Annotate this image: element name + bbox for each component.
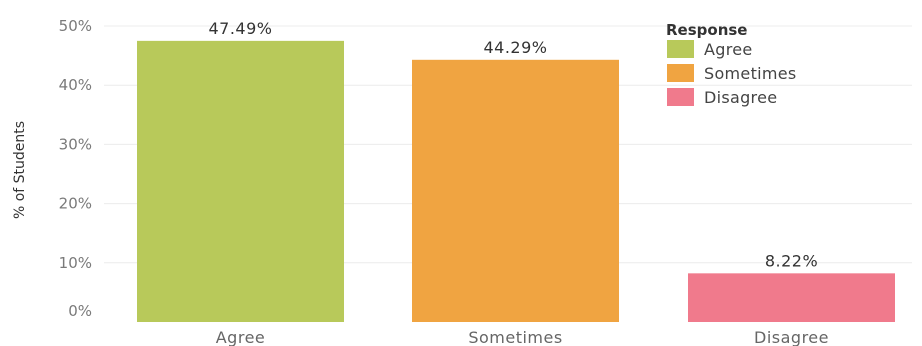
- legend-swatch: [667, 40, 694, 58]
- bar-disagree: [688, 273, 895, 322]
- x-category-label: Agree: [216, 328, 266, 346]
- bars: [137, 40, 895, 323]
- data-label: 44.29%: [483, 38, 547, 57]
- legend-swatch: [667, 88, 694, 106]
- legend-entry: Agree: [704, 40, 753, 59]
- y-tick-label: 20%: [59, 195, 92, 213]
- y-tick-label: 0%: [68, 302, 92, 320]
- data-label: 47.49%: [208, 19, 272, 38]
- data-labels: 47.49% 44.29% 8.22%: [208, 19, 818, 270]
- x-category-label: Disagree: [754, 328, 829, 346]
- legend-entry: Sometimes: [704, 64, 797, 83]
- bar-sometimes: [412, 59, 619, 323]
- x-axis-category-labels: Agree Sometimes Disagree: [216, 328, 829, 346]
- legend-title: Response: [666, 21, 747, 39]
- y-axis-ticks: 0% 10% 20% 30% 40% 50%: [59, 17, 92, 320]
- legend-entry: Disagree: [704, 88, 777, 107]
- data-label: 8.22%: [765, 251, 818, 270]
- y-tick-label: 50%: [59, 17, 92, 35]
- y-axis-label: % of Students: [12, 121, 28, 219]
- y-tick-label: 40%: [59, 76, 92, 94]
- bar-agree: [137, 40, 344, 323]
- y-tick-label: 10%: [59, 254, 92, 272]
- x-category-label: Sometimes: [468, 328, 562, 346]
- legend: Response Agree Sometimes Disagree: [666, 21, 797, 107]
- legend-swatch: [667, 64, 694, 82]
- y-tick-label: 30%: [59, 135, 92, 153]
